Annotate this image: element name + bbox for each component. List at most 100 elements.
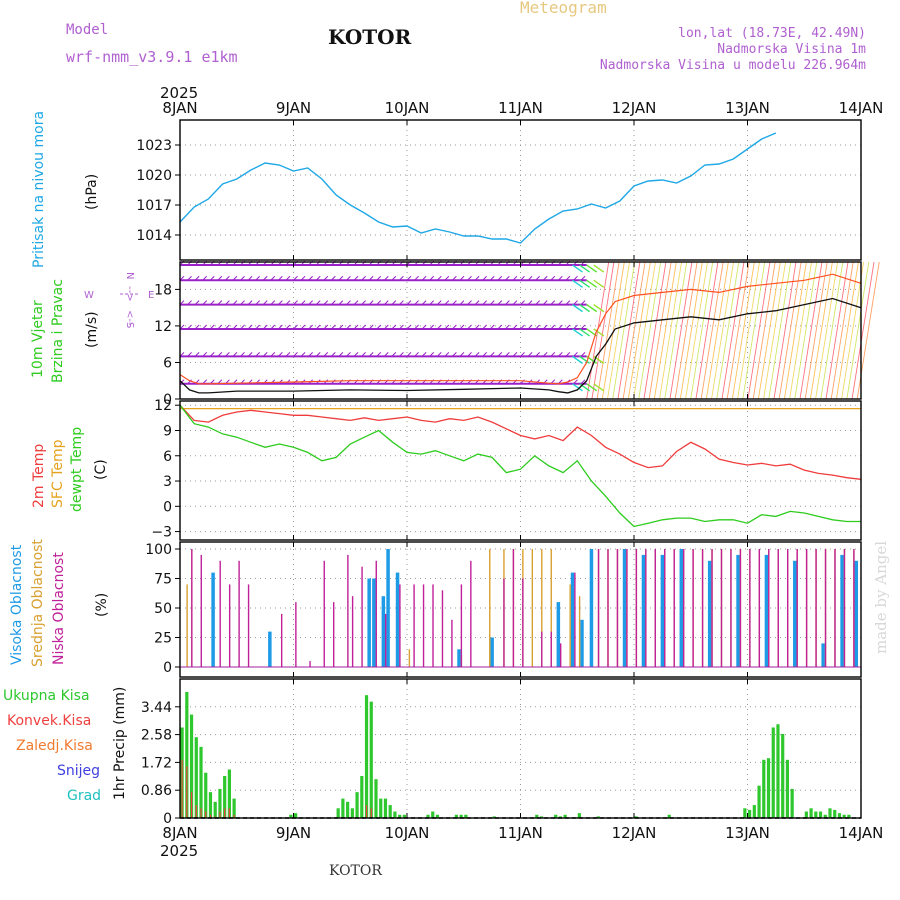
wind-barb (452, 324, 457, 330)
wind-barb (565, 324, 571, 330)
y-tick-label: 1020 (136, 168, 172, 184)
pressure-ylabels: Pritisak na nivou mora (hPa) (31, 111, 100, 268)
precip-total-bar (464, 814, 468, 818)
wind-barb (474, 324, 480, 330)
wind-barb (505, 300, 510, 305)
x-tick-label: 11JAN (498, 824, 543, 842)
precip-conv-bar (190, 792, 193, 818)
wind-barb (550, 275, 556, 281)
precip-total-bar (294, 813, 298, 818)
wind-hatch (633, 261, 656, 400)
station-title: KOTOR (328, 25, 412, 49)
precip-total-bar (762, 759, 766, 818)
wind-hatch (763, 261, 787, 400)
precip-total-bar (431, 811, 435, 818)
wind-barb (232, 275, 238, 281)
wind-barb (194, 324, 200, 330)
precip-total-bar (223, 775, 227, 818)
wind-barb (557, 352, 563, 357)
precip-total-bar (785, 759, 790, 818)
cloud-bar (550, 631, 552, 667)
cloud-bar (422, 584, 425, 667)
year-bottom: 2025 (160, 842, 198, 860)
cloud-bar (367, 578, 371, 667)
wind-transition-arrow (593, 279, 605, 288)
wind-hatch (851, 261, 875, 400)
wind-hatch (674, 261, 698, 400)
wind-barb (467, 324, 472, 330)
y-tick-label: 9 (163, 423, 172, 439)
wind-barb (353, 275, 359, 281)
cloud-bar (228, 584, 231, 667)
wind-barb (436, 275, 442, 281)
wind-barb (300, 352, 306, 357)
compass-w: W (84, 290, 94, 301)
temp-ylabels: 2m Temp SFC Temp dewpt Temp (C) (31, 427, 109, 512)
wind-barb (225, 324, 230, 330)
wind-barb (293, 324, 298, 330)
precip-total-bar (388, 805, 392, 818)
precip-conv-bar (209, 814, 212, 818)
legend-total-rain: Ukupna Kisa (3, 688, 90, 704)
temperature-panel: −3 0 3 6 9 12 (151, 398, 862, 541)
wind-barb (557, 300, 563, 305)
year-top: 2025 (160, 84, 198, 102)
wind-barb (489, 352, 495, 357)
cloud-bar (490, 637, 494, 667)
wind-barb (580, 352, 586, 357)
cloud-bar (550, 549, 552, 667)
model-label: Model (66, 22, 108, 38)
wind-barb (247, 275, 253, 281)
cloud-bar (824, 549, 827, 667)
cloud-ylabel-c: Niska Oblacnost (51, 552, 67, 665)
wind-barb (391, 352, 397, 357)
y-tick-label: 0 (163, 811, 172, 827)
y-tick-label: 18 (154, 282, 172, 298)
wind-barb (512, 275, 518, 281)
wind-barb (376, 300, 382, 305)
cloud-bar (796, 549, 798, 667)
cloud-bar (854, 560, 859, 667)
precip-total-bar (232, 798, 236, 818)
wind-barb (346, 300, 351, 305)
wind-barb (542, 275, 548, 281)
wind-hatch (679, 261, 703, 400)
wind-hatch (586, 261, 610, 400)
wind-barb (429, 275, 435, 281)
wind-barb (414, 352, 419, 357)
precip-total-bar (213, 801, 217, 818)
precip-total-bar (804, 811, 808, 818)
precip-total-bar (218, 788, 222, 818)
cloud-bar (589, 549, 594, 667)
precip-total-bar (535, 814, 539, 818)
product-title: Meteogram (520, 0, 607, 17)
cloud-bar (764, 554, 769, 667)
wind-hatch (705, 261, 729, 400)
precip-total-bar (771, 727, 775, 818)
wind-barb (338, 275, 344, 281)
cloud-bar (815, 549, 817, 667)
wind-hatch (757, 261, 781, 400)
wind-hatch (804, 261, 828, 400)
wind-barb (240, 352, 245, 357)
wind-barb (527, 300, 533, 305)
y-tick-label: 1.72 (141, 755, 172, 771)
wind-barb (550, 324, 556, 330)
wind-barb (482, 300, 488, 305)
wind-transition-arrow (572, 264, 583, 273)
wind-barb (399, 352, 404, 357)
wind-barb (520, 300, 525, 305)
wind-ylabels: 10m Vjetar Brzina i Pravac (m/s) N --> <… (30, 272, 154, 383)
wind-barb (452, 275, 457, 281)
wind-barb (467, 275, 472, 281)
precip-total-bar (393, 811, 397, 818)
wind-hatch (815, 261, 839, 400)
wind-barb (187, 300, 192, 305)
precip-total-bar (398, 814, 402, 818)
wind-barb (527, 352, 533, 357)
wind-barb (278, 275, 283, 281)
precip-total-bar (842, 814, 846, 818)
precip-total-bar (818, 811, 823, 818)
x-tick-label: 12JAN (612, 99, 657, 117)
wind-barb (225, 300, 230, 305)
